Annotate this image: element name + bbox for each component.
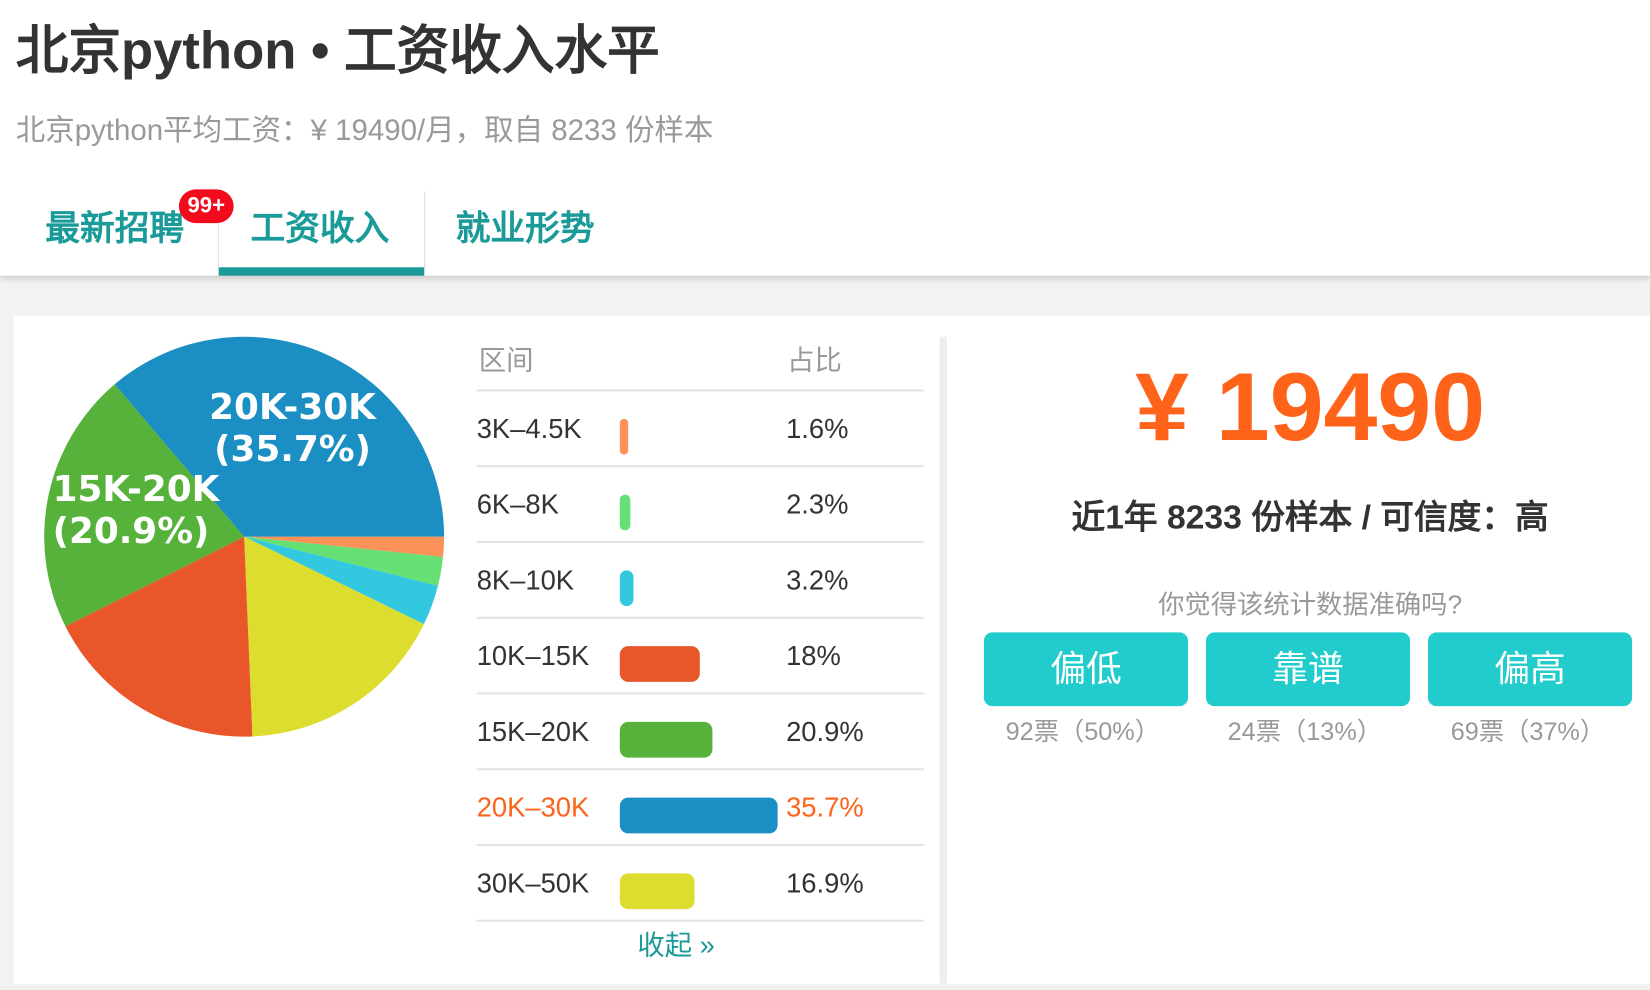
- share-bar: [619, 797, 778, 834]
- table-row: 30K–50K 16.9%: [476, 843, 924, 922]
- share-value: 35.7%: [786, 791, 864, 823]
- share-value: 3.2%: [786, 564, 849, 596]
- collapse-link[interactable]: 收起 »: [637, 929, 715, 961]
- tab-employment-trend[interactable]: 就业形势: [455, 208, 595, 248]
- table-row: 6K–8K 2.3%: [476, 465, 924, 543]
- vote-accurate-button[interactable]: 靠谱: [1205, 632, 1411, 707]
- sample-info: 近1年 8233 份样本 / 可信度：高: [1071, 497, 1549, 536]
- notification-badge: 99+: [178, 189, 234, 224]
- table-divider: [476, 919, 924, 922]
- tab-active-underline: [218, 267, 425, 276]
- page-header: 北京python • 工资收入水平 北京python平均工资：¥ 19490/月…: [0, 0, 1650, 276]
- pie-slice[interactable]: [44, 384, 245, 627]
- share-bar: [619, 873, 695, 910]
- share-bar: [619, 570, 634, 607]
- pie-slice[interactable]: [244, 536, 438, 625]
- pie-slice-label: (35.7%): [214, 429, 371, 470]
- table-row: 8K–10K 3.2%: [476, 540, 924, 619]
- range-label: 8K–10K: [476, 564, 575, 596]
- pie-slice[interactable]: [244, 536, 424, 737]
- share-value: 1.6%: [786, 412, 849, 445]
- table-row: 10K–15K 18%: [476, 616, 924, 695]
- vote-accurate-count: 24票（13%）: [1227, 717, 1383, 747]
- vote-low-button[interactable]: 偏低: [983, 632, 1189, 707]
- page-subtitle: 北京python平均工资：¥ 19490/月，取自 8233 份样本: [15, 113, 714, 147]
- tab-active-frame: [217, 191, 426, 276]
- pie-slice-label: (20.9%): [53, 511, 210, 552]
- share-value: 16.9%: [786, 867, 864, 899]
- share-value: 2.3%: [786, 488, 849, 520]
- accuracy-question: 你觉得该统计数据准确吗?: [1158, 590, 1463, 620]
- salary-pie-chart: 20K-30K(35.7%)15K-20K(20.9%): [44, 336, 445, 737]
- share-bar: [619, 646, 700, 682]
- range-label: 3K–4.5K: [476, 412, 582, 445]
- pie-slice-label: 20K-30K: [209, 387, 377, 428]
- range-label: 15K–20K: [476, 715, 590, 748]
- tab-salary[interactable]: 工资收入: [250, 208, 390, 248]
- pie-slice[interactable]: [114, 336, 445, 537]
- share-bar: [619, 418, 629, 455]
- page-title: 北京python • 工资收入水平: [15, 21, 660, 80]
- pie-slice[interactable]: [244, 536, 444, 586]
- range-label: 30K–50K: [476, 867, 590, 899]
- range-label: 20K–30K: [476, 791, 590, 823]
- share-value: 20.9%: [786, 715, 864, 748]
- average-salary: ¥ 19490: [1135, 353, 1486, 461]
- pie-slice[interactable]: [244, 536, 445, 558]
- pie-slice-label: 15K-20K: [53, 469, 221, 510]
- column-header-share: 占比: [787, 344, 842, 376]
- range-label: 10K–15K: [476, 639, 590, 672]
- vote-low-count: 92票（50%）: [1005, 717, 1161, 747]
- pie-slice[interactable]: [65, 536, 253, 737]
- table-row: 15K–20K 20.9%: [476, 692, 924, 770]
- table-row: 3K–4.5K 1.6%: [476, 389, 924, 467]
- vertical-divider: [939, 336, 948, 984]
- table-row: 20K–30K 35.7%: [476, 768, 924, 846]
- tab-latest-jobs[interactable]: 最新招聘: [45, 208, 185, 248]
- vote-high-button[interactable]: 偏高: [1427, 632, 1633, 707]
- share-bar: [619, 494, 630, 531]
- column-header-range: 区间: [478, 344, 534, 376]
- range-label: 6K–8K: [476, 488, 559, 520]
- vote-high-count: 69票（37%）: [1450, 717, 1606, 747]
- share-bar: [619, 721, 713, 758]
- share-value: 18%: [786, 639, 841, 672]
